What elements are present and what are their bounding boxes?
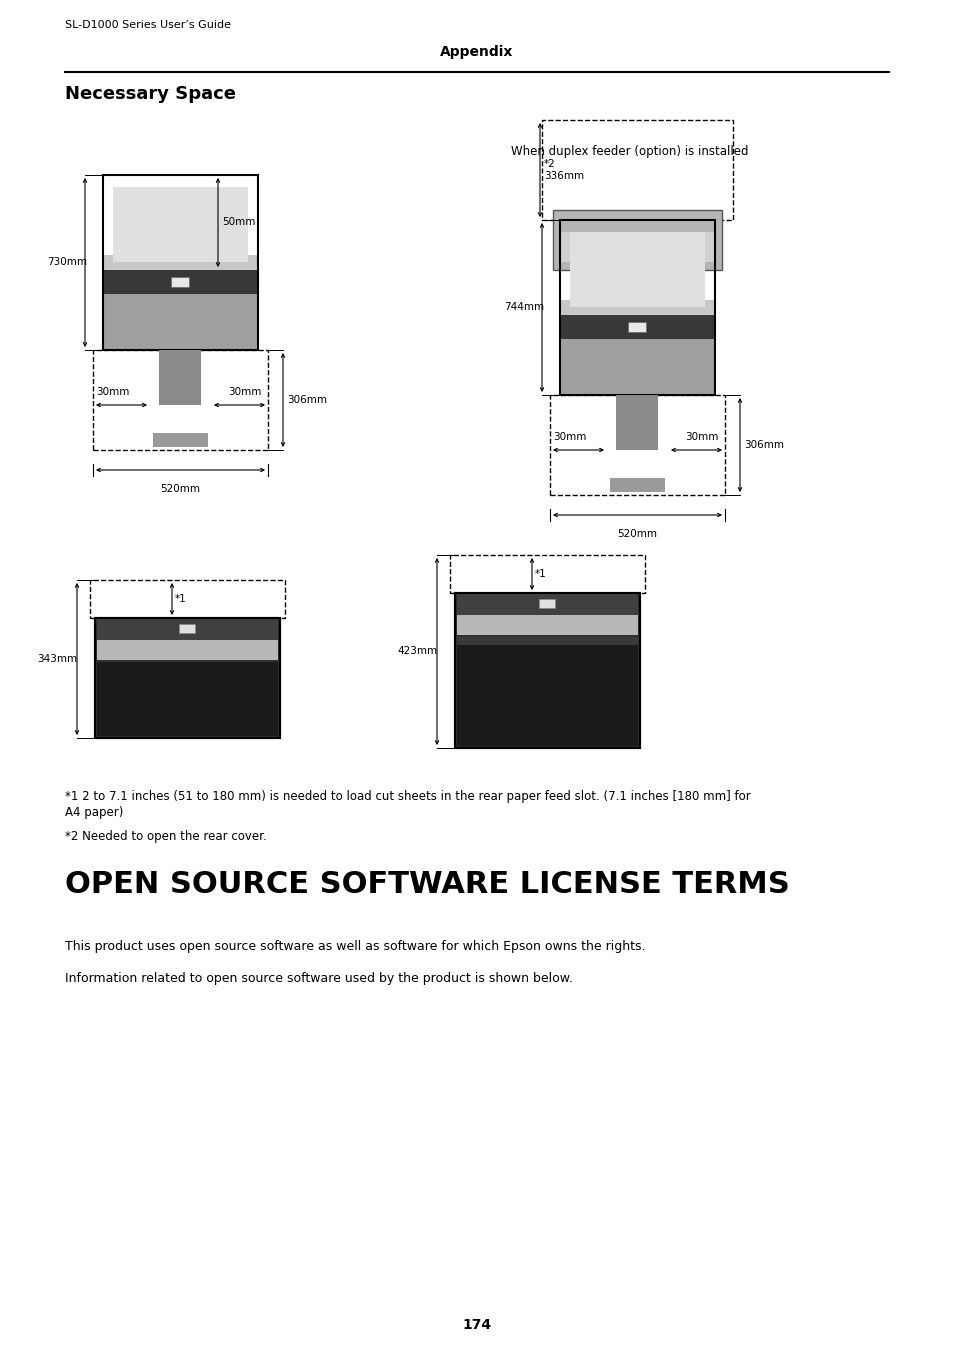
Text: OPEN SOURCE SOFTWARE LICENSE TERMS: OPEN SOURCE SOFTWARE LICENSE TERMS xyxy=(65,869,789,899)
Text: *1 2 to 7.1 inches (51 to 180 mm) is needed to load cut sheets in the rear paper: *1 2 to 7.1 inches (51 to 180 mm) is nee… xyxy=(65,790,750,803)
Text: *1: *1 xyxy=(535,568,546,579)
Bar xyxy=(103,270,257,294)
Bar xyxy=(95,618,280,738)
Bar xyxy=(95,618,280,738)
Text: 744mm: 744mm xyxy=(503,302,543,312)
Text: 520mm: 520mm xyxy=(160,485,200,494)
Bar xyxy=(90,580,285,618)
Bar xyxy=(627,323,645,332)
Text: *2
336mm: *2 336mm xyxy=(543,159,583,181)
Text: 30mm: 30mm xyxy=(228,387,261,397)
Bar xyxy=(455,593,639,748)
Bar xyxy=(616,396,658,450)
Bar xyxy=(152,433,208,447)
Text: 30mm: 30mm xyxy=(684,432,718,441)
Bar xyxy=(103,176,257,350)
Bar xyxy=(559,315,714,339)
Text: Necessary Space: Necessary Space xyxy=(65,85,235,103)
Bar xyxy=(569,232,704,306)
Text: This product uses open source software as well as software for which Epson owns : This product uses open source software a… xyxy=(65,940,645,953)
Bar xyxy=(103,294,257,350)
Bar xyxy=(550,396,724,495)
Bar xyxy=(553,211,721,270)
Bar xyxy=(456,616,638,634)
Bar xyxy=(559,339,714,396)
Text: 30mm: 30mm xyxy=(553,432,586,441)
Bar xyxy=(456,637,638,645)
Bar xyxy=(159,350,201,405)
Text: Information related to open source software used by the product is shown below.: Information related to open source softw… xyxy=(65,972,572,986)
Bar xyxy=(538,599,555,608)
Text: *2 Needed to open the rear cover.: *2 Needed to open the rear cover. xyxy=(65,830,267,842)
Bar xyxy=(541,120,732,220)
Text: 343mm: 343mm xyxy=(37,653,77,664)
Bar xyxy=(97,662,277,736)
Text: When duplex feeder (option) is installed: When duplex feeder (option) is installed xyxy=(511,144,748,158)
Bar xyxy=(609,478,664,491)
Text: A4 paper): A4 paper) xyxy=(65,806,123,819)
Bar xyxy=(97,640,277,660)
Text: SL-D1000 Series User’s Guide: SL-D1000 Series User’s Guide xyxy=(65,20,231,30)
Bar xyxy=(559,220,714,396)
Text: *1: *1 xyxy=(174,594,187,603)
Bar xyxy=(103,255,257,350)
Bar xyxy=(171,277,189,288)
Bar xyxy=(560,232,713,262)
Bar xyxy=(559,300,714,396)
Bar xyxy=(179,624,194,633)
Bar xyxy=(97,618,277,640)
Text: 306mm: 306mm xyxy=(287,396,327,405)
Bar xyxy=(455,593,639,748)
Text: Appendix: Appendix xyxy=(440,45,513,59)
Text: 30mm: 30mm xyxy=(96,387,130,397)
Text: 423mm: 423mm xyxy=(396,647,436,656)
Bar xyxy=(456,641,638,747)
Text: 520mm: 520mm xyxy=(617,529,657,539)
Text: 730mm: 730mm xyxy=(47,256,87,267)
Bar xyxy=(450,555,644,593)
Bar xyxy=(112,188,248,262)
Bar xyxy=(92,350,268,450)
Text: 174: 174 xyxy=(462,1318,491,1332)
Bar xyxy=(456,593,638,616)
Text: 50mm: 50mm xyxy=(222,217,255,227)
Text: 306mm: 306mm xyxy=(743,440,783,450)
